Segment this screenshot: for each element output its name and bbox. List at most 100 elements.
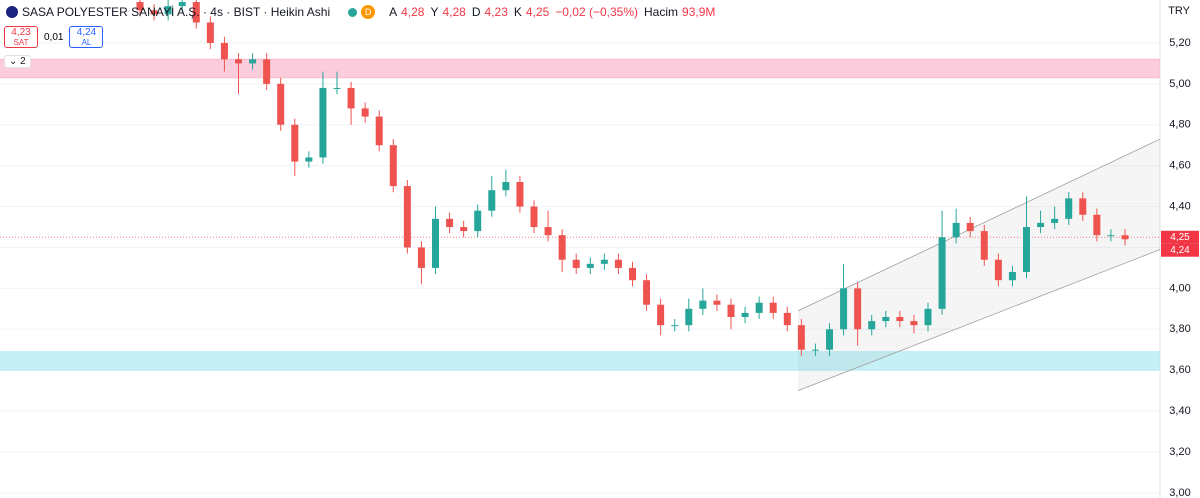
y-tick-label: 4,60 [1169, 160, 1190, 172]
spread: 0,01 [44, 31, 64, 43]
candle-body [305, 157, 313, 162]
candle-body [403, 186, 411, 248]
candle-body [474, 210, 482, 232]
candle-body [600, 259, 608, 264]
candle-body [741, 312, 749, 318]
candle-body [502, 182, 510, 191]
candle-body [994, 259, 1002, 281]
candle-body [882, 317, 890, 322]
candle-body [544, 227, 552, 236]
ohlc-key: K [513, 5, 522, 19]
candle-body [727, 304, 735, 318]
candle-body [952, 222, 960, 238]
candle-body [530, 206, 538, 228]
sell-button[interactable]: 4,23 SAT [4, 26, 38, 48]
price-label: 4,25 [1170, 232, 1190, 243]
candle-body [220, 42, 228, 60]
price-label: 4,24 [1170, 245, 1190, 256]
candle-body [235, 59, 242, 64]
candle-body [614, 259, 622, 268]
candle-body [938, 237, 946, 309]
ohlc-value: 4,28 [401, 5, 425, 19]
logo [6, 6, 18, 18]
candle-body [783, 312, 791, 326]
candle-body [389, 145, 397, 187]
candle-body [769, 302, 777, 313]
candle-body [1093, 214, 1101, 236]
y-tick-label: 5,00 [1169, 78, 1190, 90]
zone [0, 59, 1160, 78]
candle-body [150, 10, 158, 15]
change: −0,02 (−0,35%) [555, 5, 638, 19]
candle-body [797, 325, 805, 350]
candle-body [164, 6, 172, 15]
buy-label: AL [81, 38, 92, 47]
y-tick-label: 3,40 [1169, 405, 1190, 417]
candle-body [1023, 227, 1030, 273]
price-label-box [1161, 243, 1199, 257]
price-label-box [1161, 230, 1199, 244]
candle-body [811, 349, 819, 351]
ohlc-value: 4,28 [442, 5, 466, 19]
candle-body [629, 267, 636, 281]
candle-body [924, 308, 932, 326]
candle-body [375, 116, 383, 146]
y-tick-label: 4,40 [1169, 200, 1190, 212]
candle-body [319, 87, 327, 158]
ohlc-key: D [471, 5, 481, 19]
candle-body [488, 190, 496, 211]
y-tick-label: 3,00 [1169, 487, 1190, 498]
candle-body [516, 182, 524, 207]
candle-body [685, 308, 693, 326]
candle-body [446, 218, 454, 228]
candle-body [1079, 198, 1087, 215]
ohlc-key: Y [430, 5, 439, 19]
candle-body [586, 263, 594, 268]
candle-body [699, 300, 707, 309]
y-tick-label: 3,20 [1169, 446, 1190, 458]
candle-body [206, 22, 214, 43]
candle-body [333, 87, 341, 89]
candle-body [572, 259, 580, 268]
candle-body [1065, 198, 1073, 219]
candle-body [1121, 235, 1129, 240]
y-tick-label: 3,80 [1169, 323, 1190, 335]
candle-body [361, 108, 369, 117]
candle-body [910, 321, 918, 326]
candle-body [1107, 235, 1115, 237]
y-tick-label: 4,00 [1169, 282, 1190, 294]
badge: D [361, 5, 376, 19]
volume: 93,9M [682, 5, 716, 19]
candle-body [643, 280, 651, 305]
candle-body [347, 87, 355, 109]
indicator-count: 2 [20, 56, 26, 67]
candle-body [657, 304, 665, 326]
symbol[interactable]: SASA POLYESTER SANAYİ A.Ş. · 4s · BIST ·… [22, 5, 331, 19]
channel-line [797, 138, 1161, 312]
candle-body [192, 2, 200, 23]
currency[interactable]: TRY [1168, 5, 1190, 17]
indicator-toggle[interactable]: ⌄ 2 [4, 55, 31, 68]
candle-body [432, 218, 439, 268]
candle-body [896, 317, 904, 322]
candle-body [854, 288, 862, 330]
candle-body [966, 222, 974, 232]
candle-body [460, 227, 468, 232]
candle-body [840, 288, 848, 330]
sell-label: SAT [13, 38, 29, 47]
candle-body [826, 329, 833, 350]
y-tick-label: 4,80 [1169, 119, 1190, 131]
candle-body [755, 302, 763, 313]
volume-key: Hacim [644, 5, 679, 19]
candle-body [417, 247, 425, 268]
zone [0, 351, 1160, 371]
candle-body [277, 83, 285, 125]
candle-body [1037, 222, 1045, 228]
candle-body [291, 124, 299, 162]
buy-button[interactable]: 4,24 AL [69, 26, 104, 48]
ohlc-value: 4,23 [484, 5, 508, 19]
candle-body [249, 59, 257, 64]
candle-body [136, 2, 144, 11]
